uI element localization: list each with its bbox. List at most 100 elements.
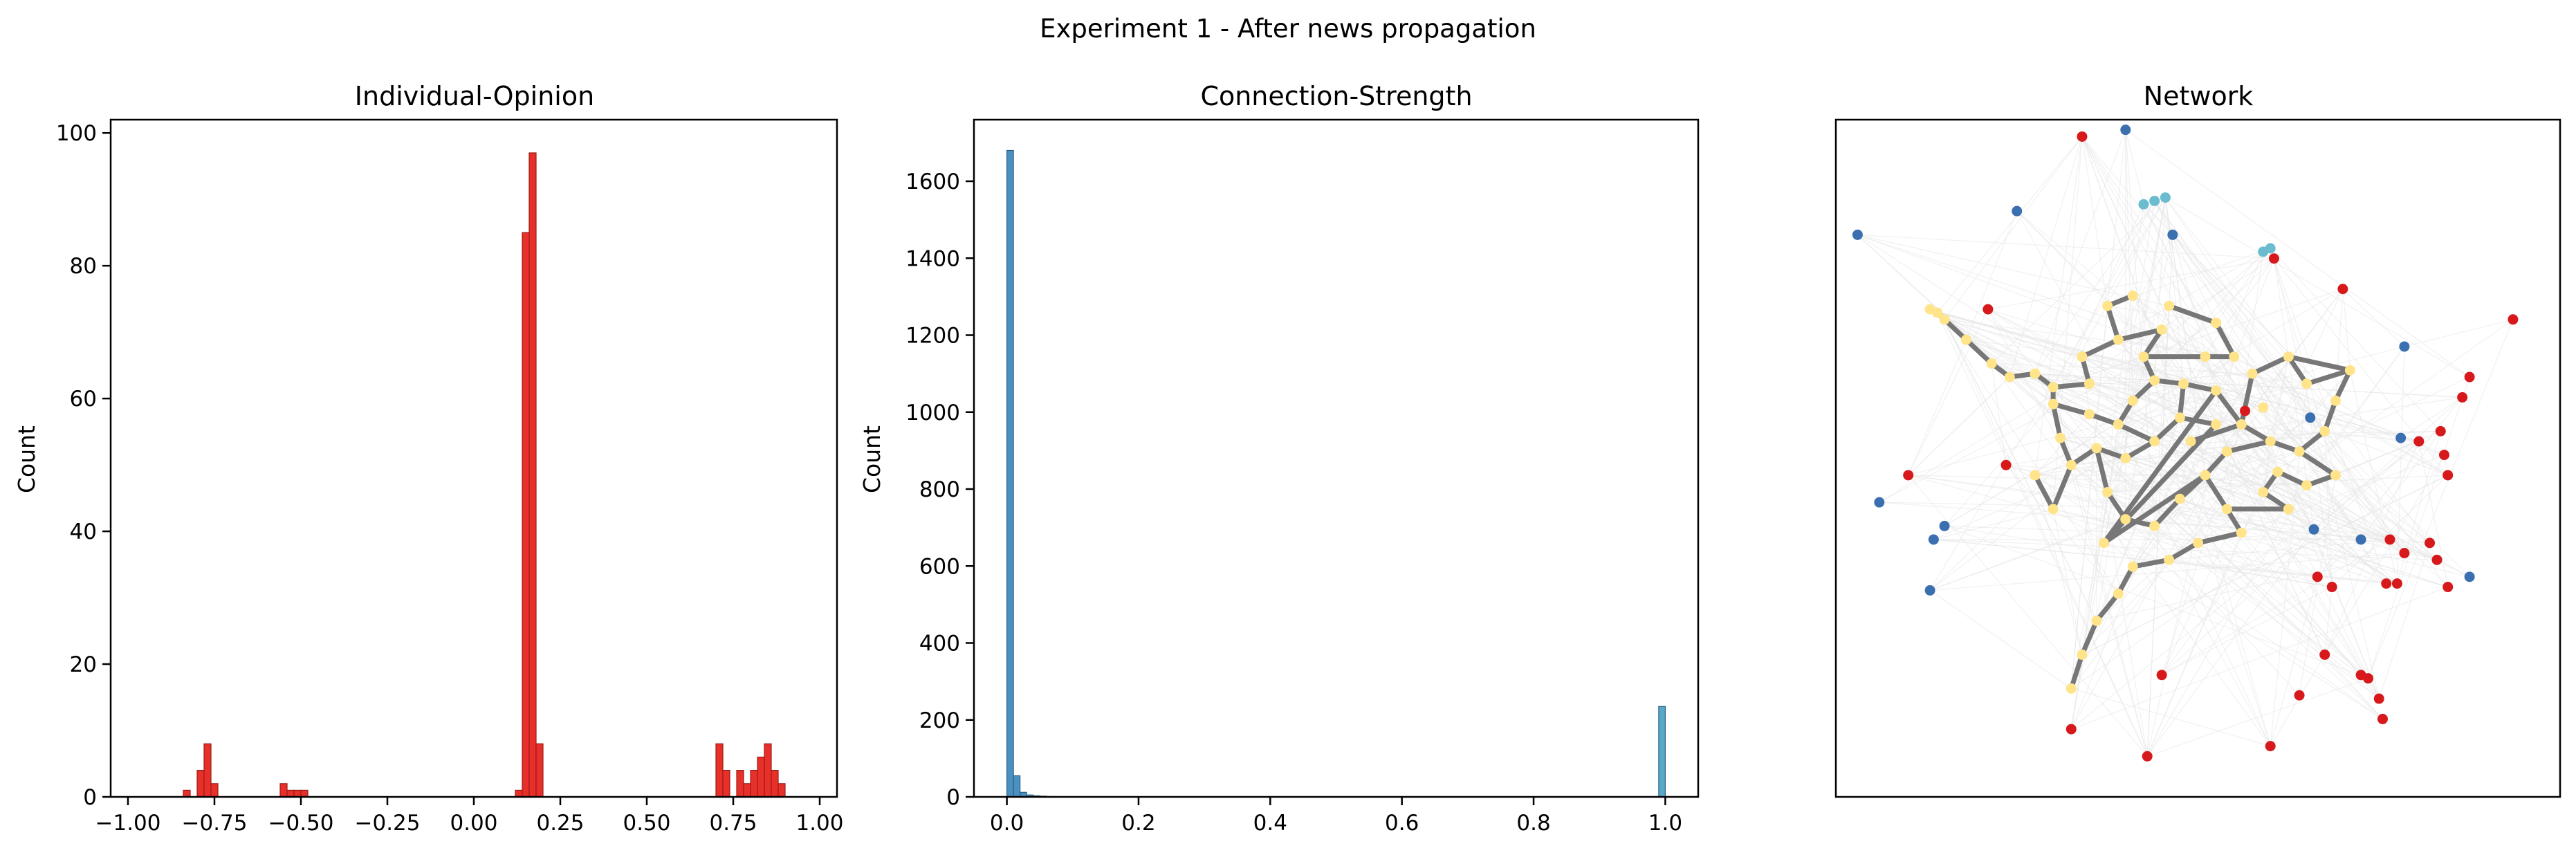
strength-histogram-xtick-label: 0.2 <box>1121 811 1155 836</box>
figure-suptitle: Experiment 1 - After news propagation <box>1040 14 1536 44</box>
network-weak-edge <box>2165 197 2470 378</box>
network-node <box>2149 436 2160 447</box>
network-node <box>2258 486 2269 497</box>
strength-histogram-bar <box>1006 149 1014 798</box>
network-weak-edge <box>2277 471 2333 587</box>
network-weak-edge <box>2154 376 2470 526</box>
opinion-histogram-xtick-label: −1.00 <box>95 811 161 836</box>
network-node <box>2000 459 2012 470</box>
network-node <box>2464 371 2475 383</box>
network-node <box>2055 432 2066 443</box>
network-node <box>2377 713 2388 724</box>
network-node <box>2272 466 2283 477</box>
network-node <box>2435 425 2446 436</box>
network-node <box>2156 324 2167 335</box>
network-node <box>2438 450 2449 461</box>
network-node <box>2127 561 2138 572</box>
network-node <box>2355 670 2366 681</box>
network-weak-edge <box>2164 197 2206 476</box>
network-weak-edge <box>2081 136 2326 655</box>
strength-histogram-bar <box>1658 706 1666 798</box>
network-node <box>2077 351 2088 362</box>
opinion-histogram-bar <box>778 783 786 798</box>
network-weak-edge <box>2263 407 2380 699</box>
network-node <box>2200 351 2211 362</box>
network-weak-edge <box>2052 201 2155 387</box>
network-weak-edge <box>2034 475 2383 719</box>
network-node <box>2211 419 2222 430</box>
network-node <box>2319 649 2330 660</box>
network-node <box>2030 368 2041 379</box>
network-weak-edge <box>2277 471 2289 510</box>
opinion-histogram-panel: Individual-Opinion Count −1.00 −0.75 −0.50… <box>13 81 844 836</box>
network-node <box>2265 436 2276 447</box>
strength-histogram-ytick-label: 0 <box>946 785 960 810</box>
network-node <box>1932 307 1943 318</box>
network-weak-edge <box>2070 306 2108 689</box>
network-weak-edge <box>2005 464 2448 588</box>
network-weak-edge <box>1908 376 2010 476</box>
opinion-histogram-bar <box>522 232 530 798</box>
network-weak-edge <box>2081 136 2271 442</box>
network-weak-edge <box>2161 586 2333 676</box>
network-node <box>2138 351 2149 362</box>
opinion-histogram-xtick-label: 0.75 <box>709 811 757 836</box>
network-node <box>2066 724 2077 735</box>
network-node <box>1852 229 1863 240</box>
network-node <box>2308 524 2319 535</box>
opinion-histogram-xtick-label: 0.00 <box>450 811 497 836</box>
network-strong-edge <box>2050 462 2074 512</box>
strength-histogram-title: Connection-Strength <box>1200 81 1472 111</box>
opinion-histogram-bar <box>203 743 212 798</box>
network-strong-edge <box>2152 496 2182 528</box>
network-node <box>2268 253 2279 264</box>
opinion-histogram-bar <box>535 743 544 798</box>
network-node <box>2294 690 2305 701</box>
network-node <box>2384 534 2395 545</box>
network-weak-edge <box>2070 430 2441 689</box>
network-weak-edge <box>2081 136 2326 432</box>
network-strong-edge <box>2322 398 2338 434</box>
network-weak-edge <box>2081 356 2180 419</box>
network-node <box>2048 398 2059 410</box>
network-weak-edge <box>1857 234 2274 259</box>
network-weak-edge <box>2081 136 2108 306</box>
network-weak-edge <box>2016 210 2387 585</box>
network-weak-edge <box>2052 508 2318 578</box>
network-weak-edge <box>2125 295 2133 459</box>
network-weak-edge <box>1944 403 2054 526</box>
network-weak-edge <box>2324 587 2333 655</box>
strength-histogram-ytick-label: 1000 <box>905 401 960 425</box>
network-weak-edge <box>2404 319 2514 347</box>
network-weak-edge <box>2117 339 2180 419</box>
network-strong-edge <box>2068 652 2085 691</box>
network-node <box>2258 402 2269 413</box>
network-node <box>2330 395 2341 406</box>
network-nodes <box>1852 125 2519 762</box>
network-node <box>1903 470 1914 481</box>
network-node <box>2337 284 2348 295</box>
network-weak-edge <box>1933 508 2054 540</box>
network-strong-edge <box>2224 439 2273 454</box>
network-weak-edge <box>2117 339 2155 381</box>
opinion-histogram-ytick-label: 60 <box>70 387 97 412</box>
network-weak-edge <box>1937 136 2083 313</box>
network-weak-edge <box>2132 306 2170 401</box>
network-weak-edge <box>1944 525 2430 544</box>
network-weak-edge <box>2132 295 2326 432</box>
network-strong-edge <box>2123 439 2158 461</box>
network-weak-edge <box>2081 475 2448 655</box>
network-node <box>2174 493 2185 504</box>
network-weak-edge <box>1991 362 2253 374</box>
network-node <box>2319 425 2330 436</box>
network-node <box>2294 446 2305 457</box>
strength-histogram-panel: Connection-Strength Count 0.0 0.2 0.4 0.6 0.… <box>858 81 1700 836</box>
network-strong-edge <box>2050 401 2063 441</box>
network-strong-edge <box>2152 415 2182 444</box>
network-weak-edge <box>2005 464 2470 578</box>
network-strong-edge <box>2297 449 2338 478</box>
opinion-histogram-bar <box>743 783 751 798</box>
network-node <box>2077 649 2088 660</box>
network-node <box>2326 582 2337 593</box>
network-weak-edge <box>1908 475 2307 486</box>
